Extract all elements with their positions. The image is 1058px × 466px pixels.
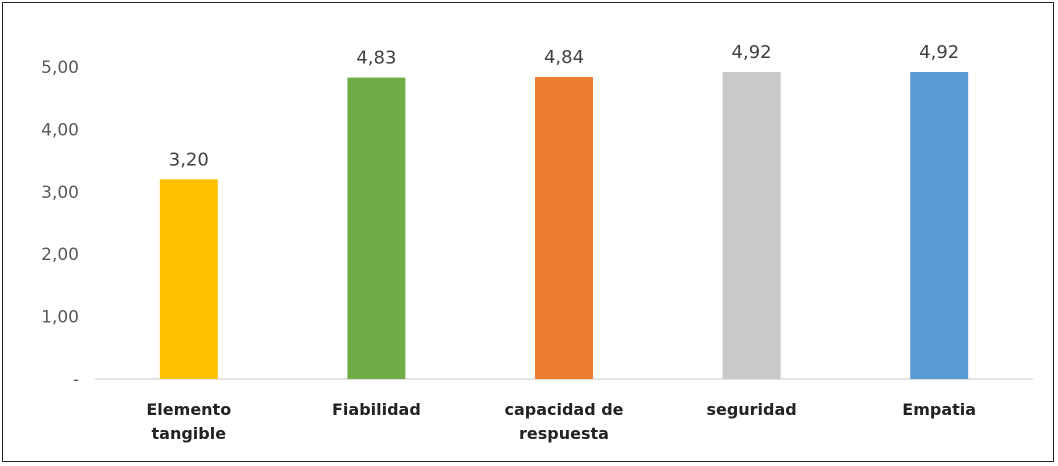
y-tick-label: 5,00 [41, 58, 79, 78]
bar [159, 179, 218, 379]
y-tick-label: 4,00 [41, 120, 79, 140]
category-label: capacidad de [504, 400, 623, 419]
y-tick-label: 2,00 [41, 245, 79, 265]
y-tick-label: 3,00 [41, 183, 79, 203]
data-label: 4,92 [732, 42, 772, 63]
data-label: 4,84 [544, 47, 584, 68]
category-label: Empatia [902, 400, 976, 419]
data-label: 4,92 [919, 42, 959, 63]
category-label: Elemento [146, 400, 231, 419]
bar [347, 77, 406, 379]
y-tick-label: 1,00 [41, 308, 79, 328]
bar [535, 76, 593, 379]
category-label: seguridad [706, 400, 796, 419]
y-tick-label: - [73, 370, 79, 390]
bar [910, 71, 969, 379]
bar-chart: - 1,00 2,00 3,00 4,00 5,00 3,20 Elemento tangibl… [41, 42, 1033, 443]
category-label: Fiabilidad [332, 400, 421, 419]
bar [722, 71, 781, 379]
data-label: 4,83 [356, 48, 396, 69]
category-label: tangible [152, 424, 227, 443]
data-label: 3,20 [169, 149, 209, 170]
category-label: respuesta [519, 424, 609, 443]
